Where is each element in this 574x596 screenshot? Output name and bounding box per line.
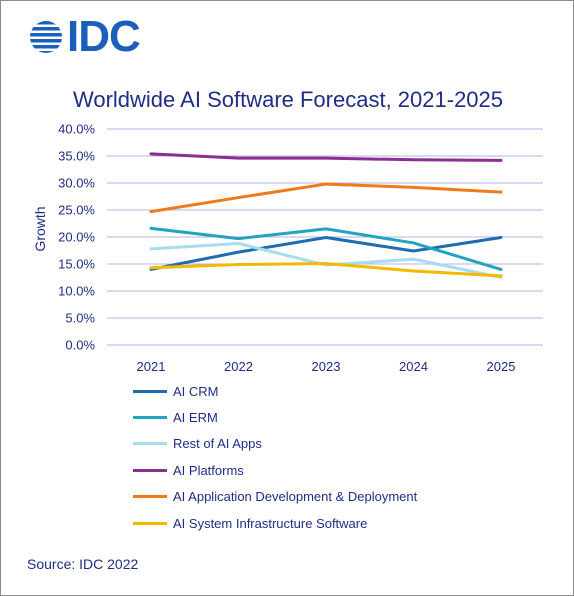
legend-item: AI ERM — [133, 407, 218, 427]
source-note: Source: IDC 2022 — [27, 556, 139, 572]
x-tick-label: 2022 — [224, 359, 253, 374]
series-line — [149, 236, 503, 271]
legend-label: AI Platforms — [173, 462, 244, 478]
legend-label: Rest of AI Apps — [173, 436, 262, 452]
y-tick-label: 10.0% — [58, 284, 95, 299]
y-tick-label: 0.0% — [65, 338, 95, 353]
legend-item: AI Platforms — [133, 460, 244, 480]
legend-label: AI ERM — [173, 409, 218, 425]
legend-item: Rest of AI Apps — [133, 434, 262, 454]
series-line — [149, 152, 503, 162]
x-tick-label: 2023 — [312, 359, 341, 374]
y-tick-label: 25.0% — [58, 203, 95, 218]
x-tick-label: 2021 — [137, 359, 166, 374]
y-tick-label: 15.0% — [58, 257, 95, 272]
legend-label: AI CRM — [173, 383, 219, 399]
y-tick-label: 40.0% — [58, 122, 95, 137]
line-chart: 0.0% 5.0% 10.0% 15.0% 20.0% 25.0% 30.0% 35.0% 40… — [32, 122, 543, 374]
series-line — [149, 261, 503, 278]
y-tick-label: 35.0% — [58, 149, 95, 164]
legend-swatch — [133, 468, 167, 472]
idc-globe-icon — [30, 21, 62, 53]
idc-logo: IDC — [27, 13, 141, 61]
logo-text: IDC — [67, 12, 141, 61]
x-tick-label: 2024 — [399, 359, 428, 374]
y-axis-label: Growth — [32, 206, 48, 251]
legend-label: AI System Infrastructure Software — [173, 515, 368, 531]
series-line — [149, 241, 503, 279]
chart-title: Worldwide AI Software Forecast, 2021-202… — [72, 87, 504, 112]
legend-swatch — [133, 442, 167, 446]
series-line — [149, 182, 503, 214]
y-tick-label: 30.0% — [58, 176, 95, 191]
legend-item: AI Application Development & Deployment — [133, 487, 417, 507]
x-tick-label: 2025 — [487, 359, 516, 374]
x-tick-labels: 2021 2022 2023 2024 2025 — [137, 359, 516, 374]
legend-label: AI Application Development & Deployment — [173, 489, 418, 505]
series-lines — [149, 152, 503, 279]
legend-item: AI CRM — [133, 381, 219, 401]
y-tick-label: 20.0% — [58, 230, 95, 245]
legend-swatch — [133, 389, 167, 393]
legend-swatch — [133, 521, 167, 525]
legend-swatch — [133, 495, 167, 499]
y-tick-labels: 0.0% 5.0% 10.0% 15.0% 20.0% 25.0% 30.0% 35.0% 40… — [58, 122, 95, 353]
legend-swatch — [133, 415, 167, 419]
legend-item: AI System Infrastructure Software — [133, 513, 367, 533]
y-tick-label: 5.0% — [65, 311, 95, 326]
series-line — [149, 226, 503, 271]
